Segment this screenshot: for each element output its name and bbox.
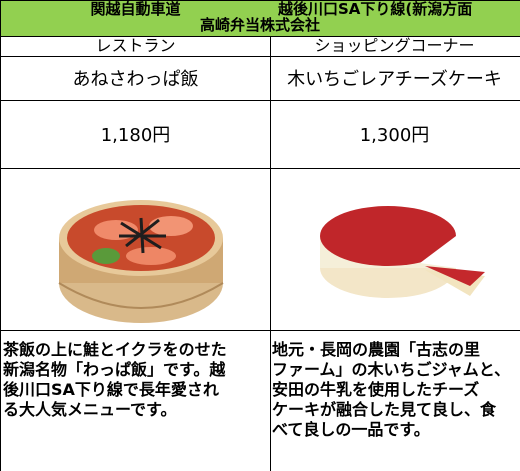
company: 高崎弁当株式会社 xyxy=(0,17,520,37)
location: 越後川口SA下り線(新潟方面 xyxy=(270,0,520,18)
category: ショッピングコーナー xyxy=(270,36,520,57)
description-line: る大人気メニューです。 xyxy=(3,400,177,419)
category: レストラン xyxy=(0,36,271,57)
road-name: 関越自動車道 xyxy=(0,0,271,18)
photo-cell xyxy=(0,168,271,331)
description: 地元・長岡の農園「古志の里 ファーム」の木いちごジャムと、 安田の牛乳を使用した… xyxy=(270,330,520,471)
cake-photo xyxy=(320,206,485,298)
description-line: 地元・長岡の農園「古志の里 xyxy=(272,340,481,359)
description-line: 安田の牛乳を使用したチーズ xyxy=(272,380,480,399)
description-line: 後川口SA下り線で長年愛され xyxy=(3,380,219,399)
description-line: 茶飯の上に鮭とイクラをのせた xyxy=(3,340,227,359)
product-name: あねさわっぱ飯 xyxy=(0,56,271,101)
description-line: べて良しの一品です。 xyxy=(272,420,430,439)
description-line: 新潟名物「わっぱ飯」です。越 xyxy=(3,360,226,379)
description: 茶飯の上に鮭とイクラをのせた 新潟名物「わっぱ飯」です。越 後川口SA下り線で長… xyxy=(0,330,271,471)
photo-cell xyxy=(270,168,520,331)
description-line: ケーキが融合した見て良し、食 xyxy=(272,400,497,419)
wappa-photo xyxy=(58,200,224,323)
product-name: 木いちごレアチーズケーキ xyxy=(270,56,520,101)
price: 1,180円 xyxy=(0,100,271,169)
price: 1,300円 xyxy=(270,100,520,169)
description-line: ファーム」の木いちごジャムと、 xyxy=(272,360,511,379)
